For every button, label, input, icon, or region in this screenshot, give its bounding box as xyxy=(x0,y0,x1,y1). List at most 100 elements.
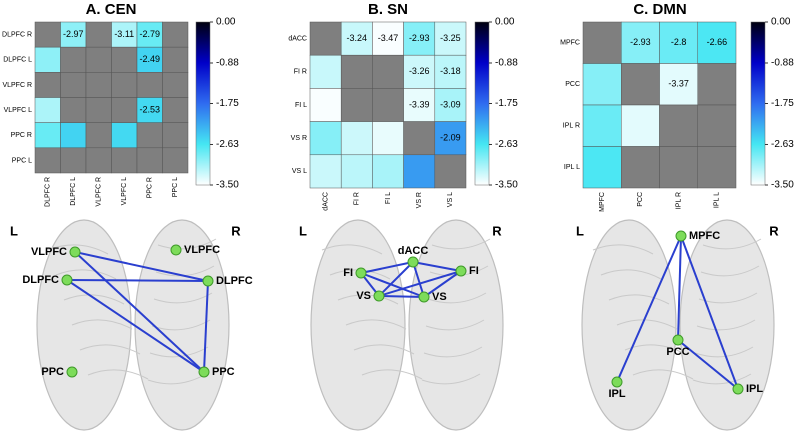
empty-cell xyxy=(136,122,163,149)
cell-label: -3.09 xyxy=(440,99,461,109)
row-label: VLPFC L xyxy=(4,107,33,114)
empty-cell xyxy=(34,147,61,174)
gyrus xyxy=(345,319,485,331)
cell xyxy=(34,46,61,73)
column-label: MPFC xyxy=(599,192,606,212)
row-label: FI R xyxy=(294,69,307,76)
gyrus xyxy=(592,238,762,255)
cell-label: -3.11 xyxy=(114,29,134,39)
gyrus xyxy=(624,344,754,358)
gyrus xyxy=(337,292,487,305)
cell xyxy=(340,21,373,56)
node-label: VLPFC xyxy=(31,246,67,258)
node xyxy=(170,244,182,256)
empty-cell xyxy=(434,154,467,189)
empty-cell xyxy=(697,104,737,147)
empty-cell xyxy=(372,88,404,122)
node xyxy=(66,366,78,378)
row-label: PCC xyxy=(565,81,580,88)
node xyxy=(202,275,214,287)
empty-cell xyxy=(621,63,660,106)
cell xyxy=(309,54,342,89)
cell xyxy=(60,122,87,149)
empty-cell xyxy=(621,146,660,189)
cell-label: -2.53 xyxy=(139,104,160,114)
node xyxy=(675,230,687,242)
cell xyxy=(34,122,61,149)
panel-title: B. SN xyxy=(368,1,408,18)
node xyxy=(732,383,744,395)
node-label: IPL xyxy=(608,388,625,400)
node xyxy=(69,246,81,258)
node xyxy=(198,366,210,378)
empty-cell xyxy=(697,146,737,189)
empty-cell xyxy=(309,21,342,56)
cell xyxy=(621,104,660,147)
cell-label: -2.49 xyxy=(139,54,160,64)
cell xyxy=(136,21,163,48)
node xyxy=(407,256,419,268)
empty-cell xyxy=(85,72,112,98)
empty-cell xyxy=(85,147,112,174)
node xyxy=(611,376,623,388)
cell xyxy=(434,121,467,156)
edge xyxy=(378,261,414,297)
empty-cell xyxy=(85,122,112,149)
empty-cell xyxy=(162,46,189,73)
cell xyxy=(340,121,373,156)
empty-cell xyxy=(340,88,373,122)
edge xyxy=(360,272,425,298)
row-label: IPL R xyxy=(563,123,580,130)
column-label: IPL L xyxy=(714,192,721,208)
row-label: PPC L xyxy=(12,157,32,164)
edge xyxy=(412,261,425,298)
hemisphere xyxy=(679,219,775,431)
empty-cell xyxy=(85,46,112,73)
empty-cell xyxy=(85,97,112,123)
colorbar-tick-label: -3.50 xyxy=(771,180,794,191)
cell xyxy=(111,21,138,48)
node xyxy=(373,290,385,302)
node-label: IPL xyxy=(746,383,763,395)
empty-cell xyxy=(340,54,373,89)
empty-cell xyxy=(697,63,737,106)
node-label: PPC xyxy=(212,366,235,378)
cell xyxy=(309,88,342,122)
row-label: VS L xyxy=(292,168,307,175)
empty-cell xyxy=(659,146,698,189)
cell-label: -3.26 xyxy=(409,66,430,76)
column-label: FI R xyxy=(354,192,361,205)
empty-cell xyxy=(162,147,189,174)
cell xyxy=(340,154,373,189)
edge xyxy=(680,235,739,390)
node-label: VLPFC xyxy=(184,244,220,256)
empty-cell xyxy=(162,21,189,48)
hemisphere-label: R xyxy=(492,223,502,238)
column-label: VLPFC R xyxy=(96,177,103,207)
gyrus xyxy=(353,344,483,358)
cell-label: -3.37 xyxy=(668,79,689,89)
node-label: dACC xyxy=(398,245,429,257)
column-label: VS R xyxy=(416,192,423,208)
colorbar-tick-label: -0.88 xyxy=(216,58,239,69)
cell-label: -3.18 xyxy=(440,66,461,76)
cell xyxy=(434,21,467,56)
colorbar xyxy=(750,21,766,186)
node-label: MPFC xyxy=(689,230,720,242)
node-label: PPC xyxy=(41,366,64,378)
edge xyxy=(360,261,414,274)
hemisphere-label: L xyxy=(299,223,307,238)
colorbar-tick-label: -0.88 xyxy=(495,58,518,69)
cell-label: -2.93 xyxy=(409,33,430,43)
edge xyxy=(74,251,209,282)
edge xyxy=(677,235,682,341)
colorbar-tick-label: -2.63 xyxy=(216,139,239,150)
gyrus xyxy=(616,319,756,331)
hemisphere-label: L xyxy=(10,223,18,238)
colorbar-tick-label: 0.00 xyxy=(771,17,791,28)
gyrus xyxy=(321,238,491,255)
cell-label: -2.79 xyxy=(139,29,160,39)
node xyxy=(418,291,430,303)
node-label: VS xyxy=(356,290,371,302)
row-label: VLPFC R xyxy=(2,82,32,89)
